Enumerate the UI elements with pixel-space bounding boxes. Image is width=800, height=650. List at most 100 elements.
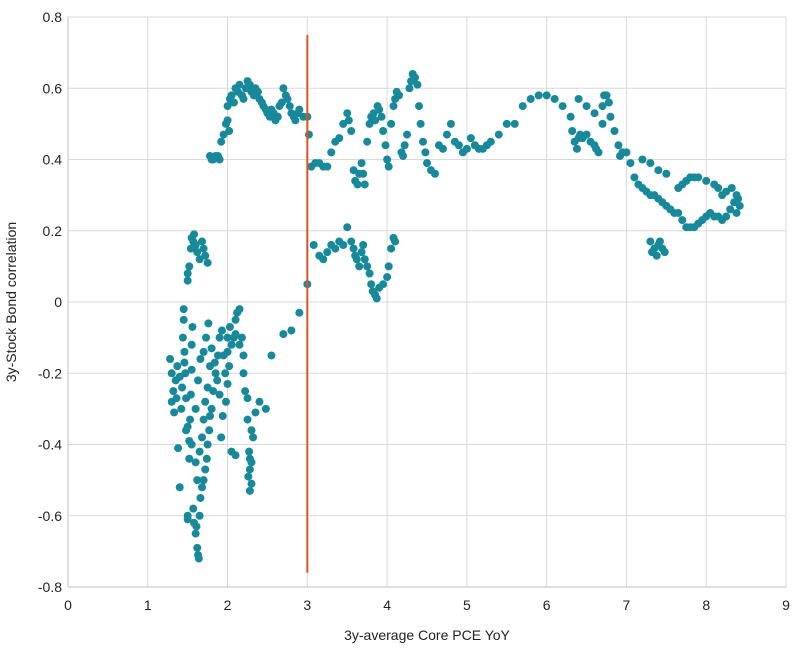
data-point	[201, 251, 210, 260]
data-point	[231, 315, 240, 324]
y-axis-title: 3y-Stock Bond correlation	[3, 222, 19, 382]
x-axis-title: 3y-average Core PCE YoY	[344, 627, 510, 643]
data-point	[383, 273, 392, 282]
data-point	[203, 258, 212, 267]
data-point	[534, 91, 543, 100]
data-point	[594, 148, 603, 157]
data-point	[167, 369, 176, 378]
data-point	[674, 184, 683, 192]
data-point	[411, 73, 420, 82]
y-tick-label: -0.8	[38, 579, 62, 595]
data-point	[384, 262, 393, 271]
data-point	[205, 426, 214, 435]
data-point	[372, 294, 381, 303]
data-point	[187, 340, 196, 349]
data-point	[718, 191, 727, 200]
data-point	[646, 159, 655, 168]
data-point	[319, 255, 328, 264]
data-point	[217, 326, 226, 335]
data-point	[622, 148, 631, 157]
data-point	[309, 241, 318, 249]
data-point	[606, 112, 615, 121]
data-point	[365, 269, 374, 278]
data-point	[217, 137, 226, 146]
data-point	[191, 529, 200, 538]
data-point	[187, 440, 196, 449]
data-point	[251, 408, 260, 417]
data-point	[454, 141, 463, 150]
data-point	[247, 426, 256, 435]
data-point	[446, 119, 455, 128]
data-point	[231, 330, 240, 339]
data-point	[339, 241, 348, 249]
data-point	[203, 440, 212, 449]
data-point	[732, 208, 741, 217]
data-point	[177, 404, 186, 413]
data-point	[218, 412, 227, 420]
data-point	[391, 237, 400, 246]
data-point	[199, 476, 208, 485]
data-point	[279, 330, 288, 339]
data-point	[343, 109, 352, 118]
data-point	[215, 390, 224, 399]
data-point	[343, 223, 352, 232]
data-point	[285, 102, 294, 111]
data-point	[175, 372, 184, 381]
data-point	[183, 515, 192, 524]
data-point	[213, 351, 222, 360]
data-point	[379, 280, 388, 289]
data-point	[654, 166, 663, 175]
data-point	[610, 127, 619, 135]
data-point	[419, 137, 428, 146]
data-point	[239, 94, 248, 103]
data-point	[363, 137, 372, 146]
data-point	[582, 130, 591, 139]
data-point	[183, 422, 192, 431]
data-point	[405, 84, 414, 93]
y-tick-labels: -0.8 -0.6 -0.4 -0.2 0 0.2 0.4 0.6 0.8	[38, 9, 62, 595]
y-tick-label: -0.6	[38, 508, 62, 524]
data-point	[273, 112, 282, 121]
y-tick-label: 0.2	[43, 223, 63, 239]
data-point	[193, 476, 202, 485]
x-tick-label: 1	[144, 597, 152, 613]
data-point	[267, 351, 276, 360]
data-point	[180, 358, 189, 367]
data-point	[207, 404, 216, 413]
data-point	[198, 433, 207, 442]
data-point	[213, 376, 222, 385]
data-point	[360, 180, 369, 189]
data-point	[367, 280, 376, 289]
data-point	[518, 102, 527, 111]
data-point	[287, 326, 296, 335]
data-point	[255, 397, 264, 406]
y-tick-label: 0.8	[43, 9, 63, 25]
data-point	[638, 155, 647, 164]
data-point	[261, 404, 270, 413]
x-tick-label: 9	[782, 597, 790, 613]
y-tick-label: 0.6	[43, 80, 63, 96]
y-tick-label: 0	[54, 294, 62, 310]
data-point	[353, 180, 362, 189]
data-point	[550, 94, 559, 103]
y-tick-label: 0.4	[43, 152, 63, 168]
x-tick-label: 3	[303, 597, 311, 613]
data-point	[211, 369, 220, 378]
data-point	[221, 369, 230, 378]
axes	[67, 17, 786, 588]
data-point	[379, 127, 388, 135]
data-point	[241, 387, 250, 396]
data-point	[359, 169, 368, 178]
data-point	[598, 102, 607, 111]
data-point	[225, 127, 234, 135]
data-point	[201, 397, 210, 406]
data-point	[206, 412, 215, 420]
data-point	[217, 433, 226, 442]
data-point	[172, 394, 181, 403]
data-point	[542, 91, 551, 100]
data-point	[371, 116, 380, 125]
grid-lines	[68, 16, 787, 588]
data-point	[395, 91, 404, 100]
data-point	[375, 105, 384, 114]
